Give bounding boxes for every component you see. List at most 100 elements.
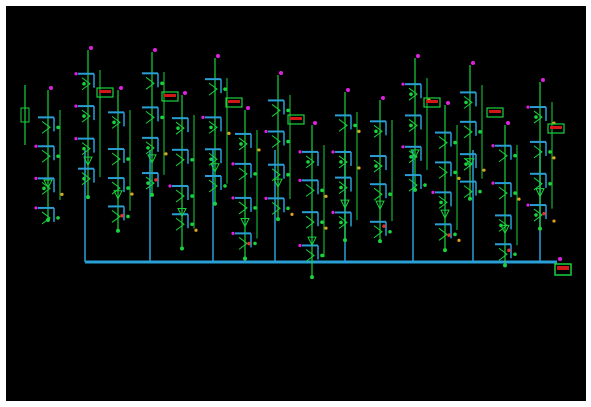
node: [439, 201, 443, 205]
node: [82, 82, 86, 86]
marker: [357, 166, 360, 169]
pin: [471, 61, 475, 65]
node: [464, 162, 468, 166]
node: [213, 202, 217, 206]
node: [239, 142, 243, 146]
node: [388, 230, 392, 234]
node: [513, 191, 517, 195]
marker: [552, 156, 555, 159]
marker: [247, 242, 251, 246]
node: [513, 154, 517, 158]
node: [453, 141, 457, 145]
node: [286, 207, 290, 211]
schematic-canvas: [6, 6, 586, 401]
output-port-fill: [557, 266, 569, 270]
pin: [313, 121, 317, 125]
pin: [298, 150, 301, 153]
pin: [34, 145, 37, 148]
node: [116, 229, 120, 233]
pin: [331, 150, 334, 153]
node: [548, 150, 552, 154]
marker: [447, 233, 451, 237]
node: [374, 164, 378, 168]
pin: [416, 54, 420, 58]
node: [190, 194, 194, 198]
node: [112, 121, 116, 125]
pin: [183, 91, 187, 95]
node: [56, 126, 60, 130]
node: [339, 221, 343, 225]
node: [243, 257, 247, 261]
pin: [74, 137, 77, 140]
marker: [130, 192, 133, 195]
port-fill: [228, 100, 240, 103]
node: [538, 227, 542, 231]
marker: [60, 193, 63, 196]
node: [126, 186, 130, 190]
node: [82, 177, 86, 181]
pin: [298, 179, 301, 182]
node: [413, 188, 417, 192]
pin: [541, 78, 545, 82]
node: [534, 213, 538, 217]
node: [126, 157, 130, 161]
node: [423, 183, 427, 187]
node: [320, 254, 324, 258]
page: {} (() => { const svg = document.getElem…: [0, 0, 591, 407]
pin: [446, 101, 450, 105]
node: [46, 218, 50, 222]
pin: [346, 88, 350, 92]
pin: [264, 130, 267, 133]
marker: [120, 214, 124, 218]
marker: [542, 212, 546, 216]
pin: [381, 96, 385, 100]
node: [478, 190, 482, 194]
pin: [168, 184, 171, 187]
node: [82, 114, 86, 118]
node: [190, 158, 194, 162]
pin: [558, 257, 562, 261]
node: [534, 115, 538, 119]
pin: [264, 197, 267, 200]
marker: [457, 177, 460, 180]
node: [339, 186, 343, 190]
node: [320, 220, 324, 224]
pin: [331, 211, 334, 214]
node: [409, 124, 413, 128]
node: [190, 222, 194, 226]
node: [286, 173, 290, 177]
node: [160, 116, 164, 120]
port-fill: [426, 100, 438, 103]
node: [548, 182, 552, 186]
marker: [194, 229, 197, 232]
node: [82, 147, 86, 151]
node: [464, 101, 468, 105]
pin: [526, 105, 529, 108]
node: [409, 155, 413, 159]
node: [388, 192, 392, 196]
pin: [49, 86, 53, 90]
marker: [507, 249, 511, 253]
node: [253, 172, 257, 176]
marker: [324, 195, 327, 198]
node: [56, 216, 60, 220]
marker: [357, 130, 360, 133]
pin: [506, 121, 510, 125]
node: [86, 195, 90, 199]
node: [209, 157, 213, 161]
node: [146, 146, 150, 150]
pin: [74, 72, 77, 75]
pin: [231, 196, 234, 199]
node: [374, 130, 378, 134]
marker: [382, 224, 386, 228]
marker: [482, 169, 485, 172]
node: [180, 246, 184, 250]
node: [339, 160, 343, 164]
pin: [231, 162, 234, 165]
marker: [552, 219, 555, 222]
pin: [401, 83, 404, 86]
node: [176, 126, 180, 130]
node: [503, 263, 507, 267]
node: [253, 242, 257, 246]
node: [443, 248, 447, 252]
